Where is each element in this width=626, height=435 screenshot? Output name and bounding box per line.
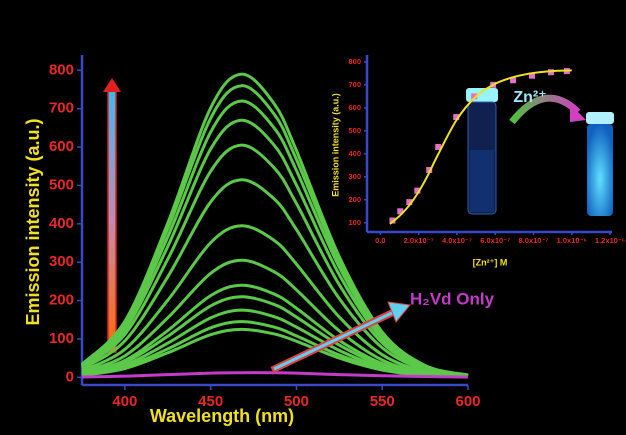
pointer-arrow-head: [387, 301, 411, 323]
scatter-point: [453, 114, 460, 121]
zn-arrow-head: [570, 104, 586, 122]
series-line: [81, 143, 469, 378]
scatter-point: [389, 217, 396, 224]
y-tick-label: 600: [348, 103, 361, 112]
x-tick-label: 550: [370, 393, 395, 410]
x-tick-label: 6.0x10⁻⁷: [480, 236, 510, 245]
vial-before: [466, 88, 498, 215]
scatter-point: [435, 143, 442, 150]
increase-arrow-head: [103, 78, 121, 92]
series-line: [81, 224, 469, 378]
x-tick-label: 400: [112, 393, 137, 410]
y-tick-label: 700: [49, 100, 74, 117]
annotation: Zn²⁺: [513, 89, 546, 106]
scatter-point: [406, 199, 413, 206]
scatter-point: [510, 77, 517, 84]
series-line: [81, 118, 469, 377]
y-axis-label: Emission intensity (a.u.): [23, 118, 43, 325]
series-line: [81, 258, 469, 379]
inset-y-axis-label: Emission intensity (a.u.): [330, 93, 340, 197]
x-tick-label: 500: [284, 393, 309, 410]
y-tick-label: 300: [49, 253, 74, 270]
series-line: [80, 99, 469, 377]
y-tick-label: 200: [49, 292, 74, 309]
y-tick-label: 600: [49, 138, 74, 155]
scatter-point: [397, 208, 404, 215]
scatter-point: [414, 187, 421, 194]
pointer-arrow-core: [273, 309, 397, 371]
x-tick-label: 8.0x10⁻⁷: [519, 236, 549, 245]
x-tick-label: 1.0x10⁻⁶: [557, 236, 587, 245]
vial-after: [586, 112, 614, 216]
x-axis-label: Wavelength (nm): [150, 406, 294, 426]
y-tick-label: 500: [348, 126, 361, 135]
y-tick-label: 700: [348, 80, 361, 89]
scatter-point: [426, 166, 433, 173]
scatter-point: [471, 93, 478, 100]
series-line: [81, 178, 469, 378]
y-tick-label: 100: [49, 330, 74, 347]
series-line: [81, 327, 469, 379]
x-tick-label: 600: [455, 393, 480, 410]
y-tick-label: 500: [49, 176, 74, 193]
y-tick-label: 800: [49, 61, 74, 78]
y-tick-label: 0: [66, 368, 74, 385]
increase-arrow: [107, 89, 117, 353]
y-tick-label: 200: [348, 195, 361, 204]
series-line: [389, 69, 572, 225]
x-tick-label: 4.0x10⁻⁷: [442, 236, 472, 245]
y-tick-label: 400: [49, 215, 74, 232]
y-tick-label: 800: [348, 57, 361, 66]
inset-x-axis-label: [Zn²⁺] M: [473, 257, 508, 267]
y-tick-label: 300: [348, 172, 361, 181]
x-tick-label: 2.0x10⁻⁷: [404, 236, 434, 245]
scatter-point: [547, 69, 554, 76]
y-tick-label: 100: [348, 218, 361, 227]
scatter-point: [528, 72, 535, 79]
series-label: H₂Vd Only: [410, 289, 495, 308]
x-tick-label: 450: [198, 393, 223, 410]
x-tick-label: 1.2x10⁻⁶: [595, 236, 625, 245]
x-tick-label: 0.0: [375, 236, 385, 245]
series-line: [80, 84, 469, 377]
y-tick-label: 400: [348, 149, 361, 158]
